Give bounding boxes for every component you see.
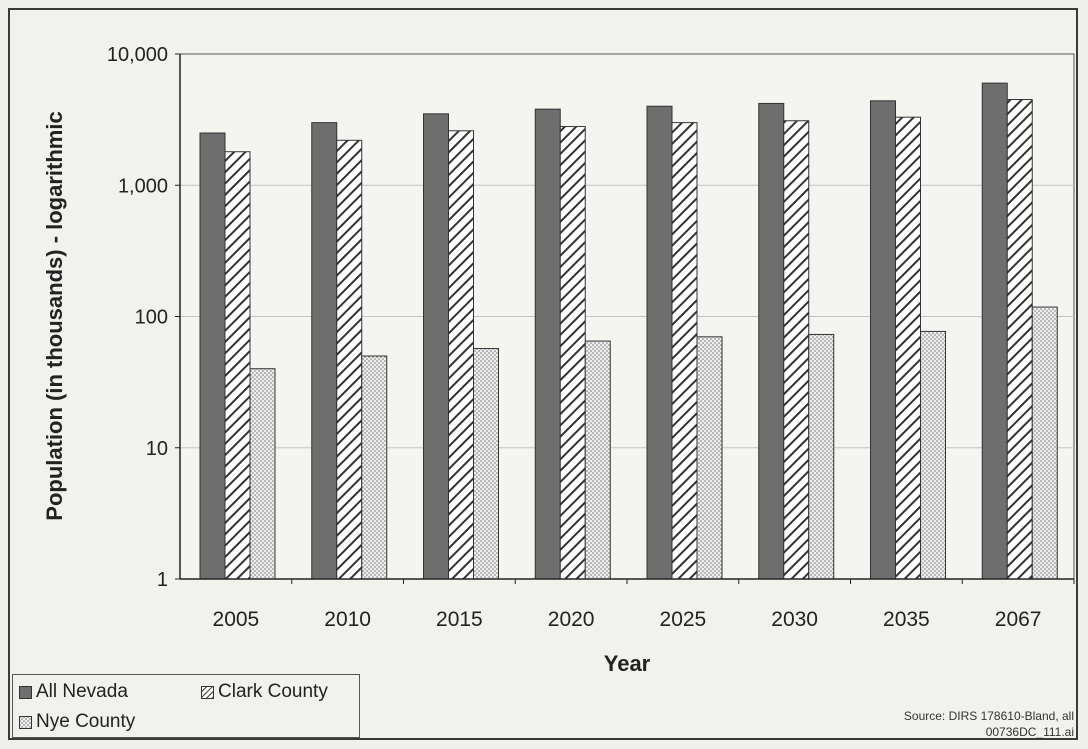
- source-line-2: 00736DC_111.ai: [985, 725, 1074, 739]
- y-axis-ticks: 1 10 100 1,000 10,000: [107, 44, 180, 591]
- bar-all-nevada-2035: [870, 100, 896, 580]
- y-tick-label: 100: [135, 307, 168, 329]
- bar-nye-county-2015: [473, 348, 499, 580]
- source-line-1: Source: DIRS 178610-Bland, all: [903, 709, 1074, 723]
- bar-clark-county-2067: [1006, 99, 1033, 580]
- x-tick-label: 2030: [771, 608, 818, 631]
- legend-swatch-nye-county: [19, 715, 32, 729]
- x-tick-label: 2010: [324, 608, 371, 631]
- legend: All Nevada Clark County Nye County: [12, 674, 360, 738]
- bar-all-nevada-2030: [758, 102, 785, 580]
- legend-item-clark-county: Clark County: [201, 681, 328, 703]
- bar-nye-county-2025: [696, 336, 723, 580]
- bar-clark-county-2030: [783, 120, 810, 580]
- x-axis-ticks: 2005 2010 2015 2020 2025 2030 2035 2067: [213, 579, 1075, 631]
- bar-clark-county-2015: [448, 130, 474, 580]
- bar-clark-county-2020: [559, 126, 586, 580]
- x-axis-title: Year: [604, 651, 651, 676]
- x-tick-label: 2020: [548, 608, 595, 631]
- bar-clark-county-2025: [671, 122, 698, 580]
- bar-clark-county-2005: [224, 151, 251, 580]
- y-tick-label: 1,000: [118, 175, 168, 197]
- bar-clark-county-2035: [895, 116, 921, 580]
- bar-nye-county-2010: [361, 355, 388, 580]
- legend-item-all-nevada: All Nevada: [19, 681, 128, 703]
- y-tick-label: 1: [157, 569, 168, 591]
- bar-nye-county-2020: [584, 340, 611, 580]
- bar-all-nevada-2010: [311, 122, 338, 580]
- x-tick-label: 2067: [995, 608, 1042, 631]
- legend-item-nye-county: Nye County: [19, 711, 135, 733]
- bar-nye-county-2035: [920, 330, 946, 580]
- legend-swatch-all-nevada: [19, 685, 32, 699]
- y-axis-title: Population (in thousands) - logarithmic: [42, 111, 67, 520]
- x-tick-label: 2005: [213, 608, 260, 631]
- bars: [199, 82, 1058, 580]
- y-tick-label: 10,000: [107, 44, 168, 66]
- legend-swatch-clark-county: [201, 685, 214, 699]
- x-tick-label: 2015: [436, 608, 483, 631]
- legend-label-all-nevada: All Nevada: [36, 681, 128, 702]
- legend-label-clark-county: Clark County: [218, 681, 328, 702]
- x-tick-label: 2035: [883, 608, 930, 631]
- x-tick-label: 2025: [660, 608, 707, 631]
- bar-all-nevada-2015: [423, 113, 449, 580]
- bar-all-nevada-2020: [534, 108, 561, 580]
- bar-nye-county-2067: [1031, 306, 1058, 580]
- bar-nye-county-2030: [808, 333, 835, 580]
- bar-all-nevada-2067: [981, 82, 1008, 580]
- bar-all-nevada-2025: [646, 105, 673, 580]
- bar-clark-county-2010: [336, 139, 363, 580]
- y-tick-label: 10: [146, 438, 168, 460]
- source-note: Source: DIRS 178610-Bland, all 00736DC_1…: [904, 708, 1074, 740]
- bar-nye-county-2005: [249, 368, 276, 580]
- legend-label-nye-county: Nye County: [36, 711, 136, 732]
- bar-all-nevada-2005: [199, 132, 226, 580]
